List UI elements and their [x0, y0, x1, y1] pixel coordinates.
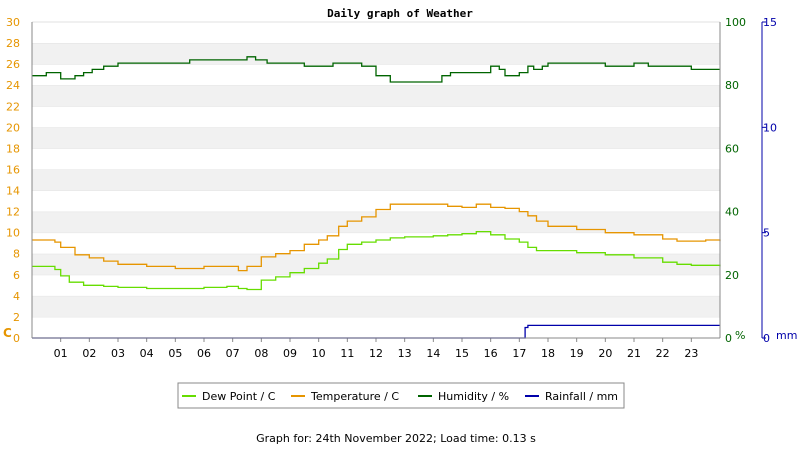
legend-label-rainfall: Rainfall / mm	[545, 390, 618, 403]
x-tick-label: 12	[369, 347, 383, 360]
left-tick-label: 8	[13, 248, 20, 261]
x-tick-label: 05	[168, 347, 182, 360]
left-tick-label: 14	[6, 185, 20, 198]
grid-band	[32, 190, 720, 212]
left-tick-label: 18	[6, 142, 20, 155]
legend-label-humidity: Humidity / %	[438, 390, 509, 403]
left-tick-label: 24	[6, 79, 20, 92]
left-tick-label: 28	[6, 37, 20, 50]
left-tick-label: 2	[13, 311, 20, 324]
legend-label-temperature: Temperature / C	[310, 390, 399, 403]
left-tick-label: 20	[6, 121, 20, 134]
grid-band	[32, 316, 720, 338]
grid-band	[32, 232, 720, 254]
x-tick-label: 18	[541, 347, 555, 360]
x-tick-label: 21	[627, 347, 641, 360]
x-tick-label: 02	[82, 347, 96, 360]
humidity-tick-label: 80	[725, 79, 739, 92]
legend-box	[177, 382, 625, 409]
x-tick-label: 23	[684, 347, 698, 360]
humidity-axis-unit: %	[735, 329, 745, 342]
x-tick-label: 09	[283, 347, 297, 360]
grid-band	[32, 127, 720, 149]
x-tick-label: 06	[197, 347, 211, 360]
humidity-tick-label: 20	[725, 269, 739, 282]
x-tick-label: 15	[455, 347, 469, 360]
legend-label-dew-point: Dew Point / C	[202, 390, 276, 403]
series-line-humidity	[32, 56, 720, 83]
x-tick-label: 08	[254, 347, 268, 360]
x-tick-label: 22	[656, 347, 670, 360]
chart-title: Daily graph of Weather	[327, 7, 473, 20]
rainfall-tick-label: 15	[763, 16, 777, 29]
humidity-tick-label: 40	[725, 206, 739, 219]
left-tick-label: 6	[13, 269, 20, 282]
rainfall-tick-label: 5	[763, 227, 770, 240]
x-tick-label: 11	[340, 347, 354, 360]
left-axis-unit: C	[3, 326, 12, 340]
left-tick-label: 10	[6, 227, 20, 240]
left-tick-label: 0	[13, 332, 20, 345]
x-axis-ticks: 01 02 03 04 05 06 07 08 09 10 11 12 13 14 15 16 17 18 19 20…	[54, 338, 698, 360]
grid-band	[32, 148, 720, 170]
x-tick-label: 13	[398, 347, 412, 360]
humidity-tick-label: 60	[725, 142, 739, 155]
rainfall-axis-labels: 0 5 10 15	[762, 16, 777, 345]
grid-band	[32, 274, 720, 296]
left-tick-label: 4	[13, 290, 20, 303]
grid-band	[32, 253, 720, 275]
humidity-tick-label: 100	[725, 16, 746, 29]
left-tick-label: 30	[6, 16, 20, 29]
left-tick-label: 26	[6, 58, 20, 71]
grid-band	[32, 43, 720, 65]
x-tick-label: 17	[512, 347, 526, 360]
grid-band	[32, 85, 720, 107]
legend: Dew Point / C Temperature / C Humidity /…	[177, 382, 625, 409]
grid-band	[32, 169, 720, 191]
humidity-tick-label: 0	[725, 332, 732, 345]
x-tick-label: 07	[226, 347, 240, 360]
footer-info: Graph for: 24th November 2022; Load time…	[256, 432, 536, 445]
left-tick-label: 22	[6, 100, 20, 113]
x-tick-label: 01	[54, 347, 68, 360]
x-tick-label: 14	[426, 347, 440, 360]
x-tick-label: 04	[140, 347, 154, 360]
left-tick-label: 12	[6, 206, 20, 219]
x-tick-label: 19	[570, 347, 584, 360]
x-tick-label: 10	[312, 347, 326, 360]
grid-bands	[32, 21, 720, 338]
grid-band	[32, 295, 720, 317]
rainfall-axis-unit: mm	[776, 329, 797, 342]
grid-band	[32, 22, 720, 44]
x-tick-label: 16	[484, 347, 498, 360]
rainfall-tick-label: 10	[763, 121, 777, 134]
series-line-temperature	[32, 203, 721, 272]
x-tick-label: 03	[111, 347, 125, 360]
rainfall-tick-label: 0	[763, 332, 770, 345]
series-line-dew-point	[32, 230, 721, 291]
x-tick-label: 20	[598, 347, 612, 360]
grid-band	[32, 211, 720, 233]
grid-band	[32, 106, 720, 128]
humidity-axis-labels: 0 20 40 60 80 100	[725, 16, 746, 345]
left-tick-label: 16	[6, 163, 20, 176]
